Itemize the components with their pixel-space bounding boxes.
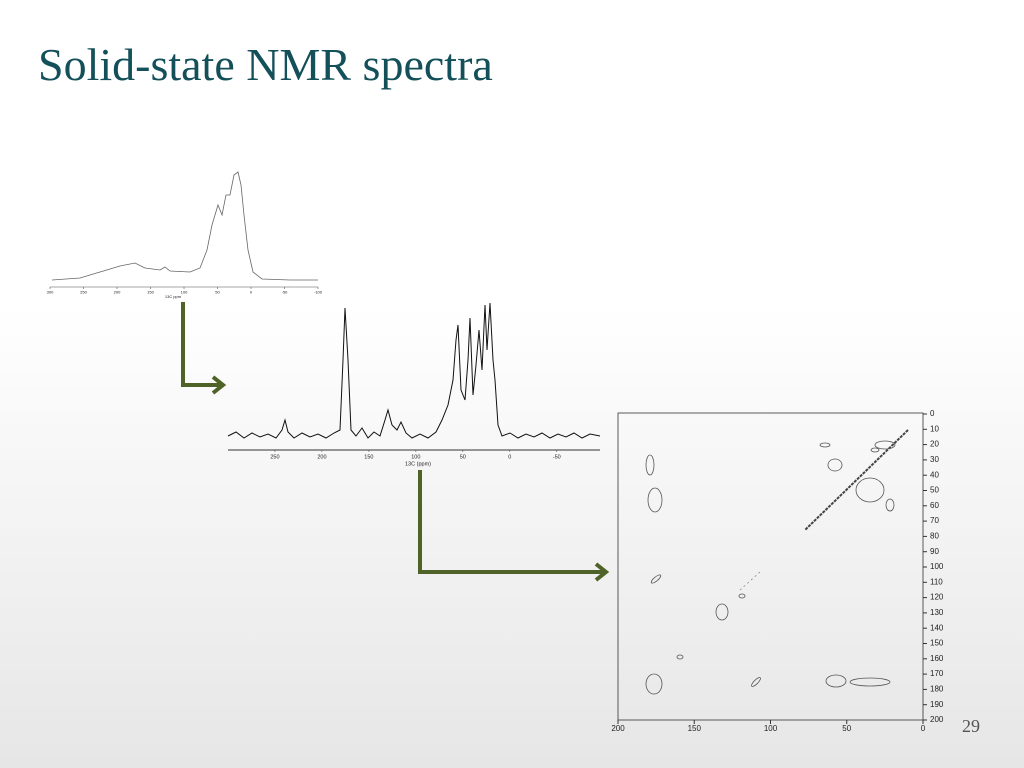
x-tick-label: 100: [411, 454, 420, 460]
peak: [650, 574, 662, 584]
x-tick-label: 200: [114, 290, 121, 295]
x-axis-label: 13C (ppm): [405, 461, 431, 467]
slide-title: Solid-state NMR spectra: [38, 39, 493, 90]
x-axis-label: 13C ppm: [165, 294, 182, 299]
diagonal: [739, 571, 761, 591]
diagonal: [804, 429, 909, 531]
y-tick-label: 110: [930, 577, 943, 586]
peak: [870, 447, 880, 453]
y-tick-label: 170: [930, 669, 944, 678]
x-tick-label: -50: [553, 454, 561, 460]
x-tick-label: 200: [611, 724, 625, 733]
y-tick-label: 90: [930, 547, 939, 556]
peak: [738, 593, 746, 599]
peak: [885, 498, 895, 512]
x-tick-label: 100: [764, 724, 778, 733]
x-tick-label: 250: [270, 454, 279, 460]
x-tick-label: -50: [282, 290, 289, 295]
peak: [645, 673, 663, 695]
y-tick-label: 160: [930, 654, 944, 663]
peak: [855, 477, 885, 503]
page-number: 29: [962, 716, 980, 736]
y-tick-label: 190: [930, 700, 944, 709]
y-tick-label: 70: [930, 516, 939, 525]
arrow: [181, 302, 227, 395]
y-tick-label: 140: [930, 623, 944, 632]
x-tick-label: 250: [80, 290, 87, 295]
y-tick-label: 30: [930, 455, 939, 464]
y-tick-label: 80: [930, 532, 939, 541]
spectrum-trace: [51, 171, 318, 281]
y-tick-label: 120: [930, 593, 944, 602]
spectrum-1d: [50, 171, 318, 288]
peak: [849, 677, 891, 687]
x-tick-label: -100: [314, 290, 323, 295]
x-tick-label: 100: [181, 290, 188, 295]
x-tick-label: 50: [215, 290, 220, 295]
spectrum-trace: [227, 302, 601, 439]
peak: [827, 458, 843, 472]
x-tick-label: 50: [460, 454, 466, 460]
peak: [647, 487, 663, 513]
y-tick-label: 200: [930, 715, 944, 724]
x-tick-label: 200: [317, 454, 326, 460]
y-tick-label: 100: [930, 562, 944, 571]
x-tick-label: 0: [921, 724, 926, 733]
spectrum-cp: [227, 302, 601, 451]
x-tick-label: 300: [47, 290, 54, 295]
peak: [751, 677, 761, 687]
y-tick-label: 50: [930, 486, 939, 495]
arrow: [418, 470, 610, 582]
peak: [819, 442, 831, 448]
y-tick-label: 130: [930, 608, 944, 617]
x-tick-label: 150: [364, 454, 373, 460]
peak: [825, 674, 847, 688]
x-tick-label: 0: [508, 454, 511, 460]
y-tick-label: 20: [930, 440, 939, 449]
y-tick-label: 60: [930, 501, 939, 510]
x-tick-label: 150: [147, 290, 154, 295]
y-tick-label: 0: [930, 409, 935, 418]
peak: [874, 440, 896, 450]
y-tick-label: 40: [930, 470, 939, 479]
peak: [676, 654, 684, 660]
peak: [715, 603, 729, 621]
x-tick-label: 150: [688, 724, 702, 733]
y-tick-label: 180: [930, 685, 944, 694]
x-tick-label: 50: [842, 724, 851, 733]
spectrum-2d: [617, 412, 924, 721]
y-tick-label: 150: [930, 639, 944, 648]
peak: [645, 454, 655, 476]
y-tick-label: 10: [930, 424, 939, 433]
x-tick-label: 0: [250, 290, 253, 295]
